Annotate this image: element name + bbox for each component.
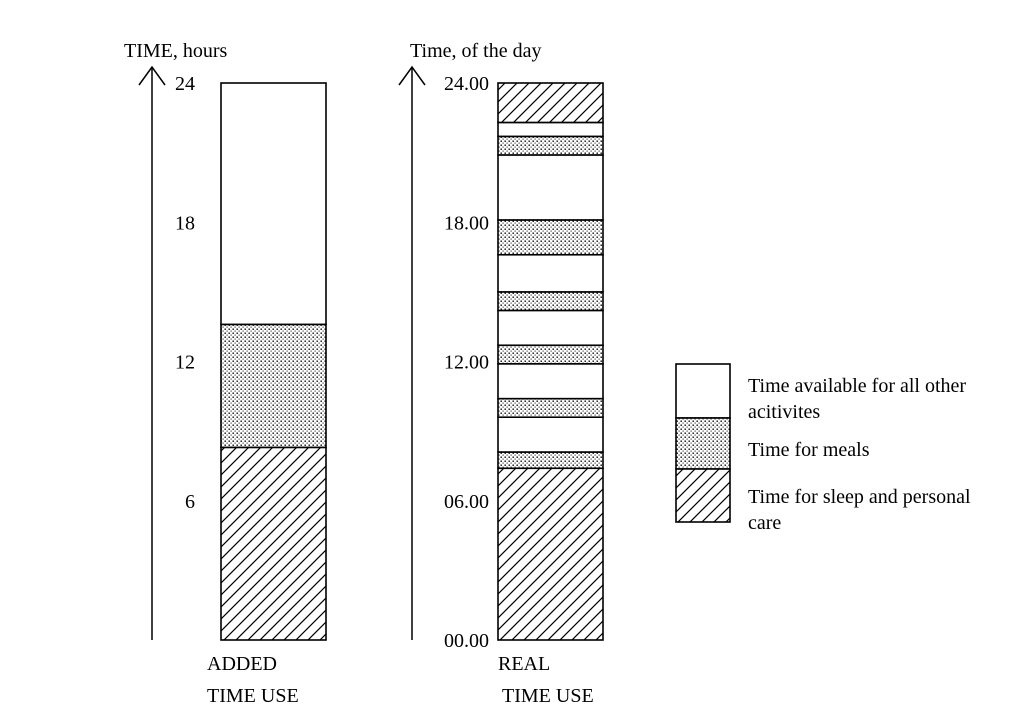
legend-swatch-other <box>675 363 731 419</box>
added-tick-label: 6 <box>185 491 195 513</box>
real-segment-other <box>497 363 604 400</box>
added-tick-label: 24 <box>175 73 195 95</box>
added-time-use-panel: TIME, hours 6 12 18 24 ADDED TIME USE <box>124 40 327 707</box>
real-tick-label: 06.00 <box>444 491 489 513</box>
added-segment-sleep <box>220 446 327 641</box>
legend-label-other: Time available for all other <box>748 375 966 397</box>
added-segment-other <box>220 82 327 326</box>
legend-swatch-sleep <box>675 468 731 523</box>
real-caption-line-2: TIME USE <box>502 685 594 707</box>
real-axis-arrowhead <box>398 65 426 86</box>
added-tick-label: 18 <box>175 212 195 234</box>
real-segment-other <box>497 416 604 453</box>
real-tick-label: 24.00 <box>444 73 489 95</box>
real-segment-other <box>497 121 604 138</box>
real-segment-sleep <box>497 467 604 641</box>
legend-label-sleep: Time for sleep and personal <box>748 486 971 508</box>
real-segment-meals <box>497 135 604 156</box>
legend: Time available for all other acitivites Ti… <box>675 363 971 534</box>
real-segment-sleep <box>497 82 604 124</box>
real-segment-meals <box>497 344 604 365</box>
real-axis-title: Time, of the day <box>410 40 541 62</box>
real-segment-meals <box>497 219 604 256</box>
legend-label-other: acitivites <box>748 401 820 423</box>
legend-label-sleep: care <box>748 512 781 534</box>
added-axis-title: TIME, hours <box>124 40 228 62</box>
added-tick-label: 12 <box>175 352 195 374</box>
real-caption-line-1: REAL <box>498 653 550 675</box>
real-tick-label: 18.00 <box>444 212 489 234</box>
real-segment-meals <box>497 291 604 312</box>
real-segment-other <box>497 253 604 293</box>
real-segment-other <box>497 154 604 221</box>
real-time-use-panel: Time, of the day 00.00 06.00 12.00 18.00 24.0… <box>398 40 604 707</box>
legend-swatch-meals <box>675 417 731 470</box>
added-caption-line-2: TIME USE <box>207 685 299 707</box>
added-segment-meals <box>220 323 327 449</box>
added-caption-line-1: ADDED <box>207 653 277 675</box>
real-segment-meals <box>497 397 604 418</box>
real-tick-label: 12.00 <box>444 352 489 374</box>
legend-label-meals: Time for meals <box>748 439 870 461</box>
real-segment-meals <box>497 451 604 470</box>
added-axis-arrowhead <box>138 65 166 86</box>
real-tick-label: 00.00 <box>444 630 489 652</box>
real-segment-other <box>497 309 604 347</box>
